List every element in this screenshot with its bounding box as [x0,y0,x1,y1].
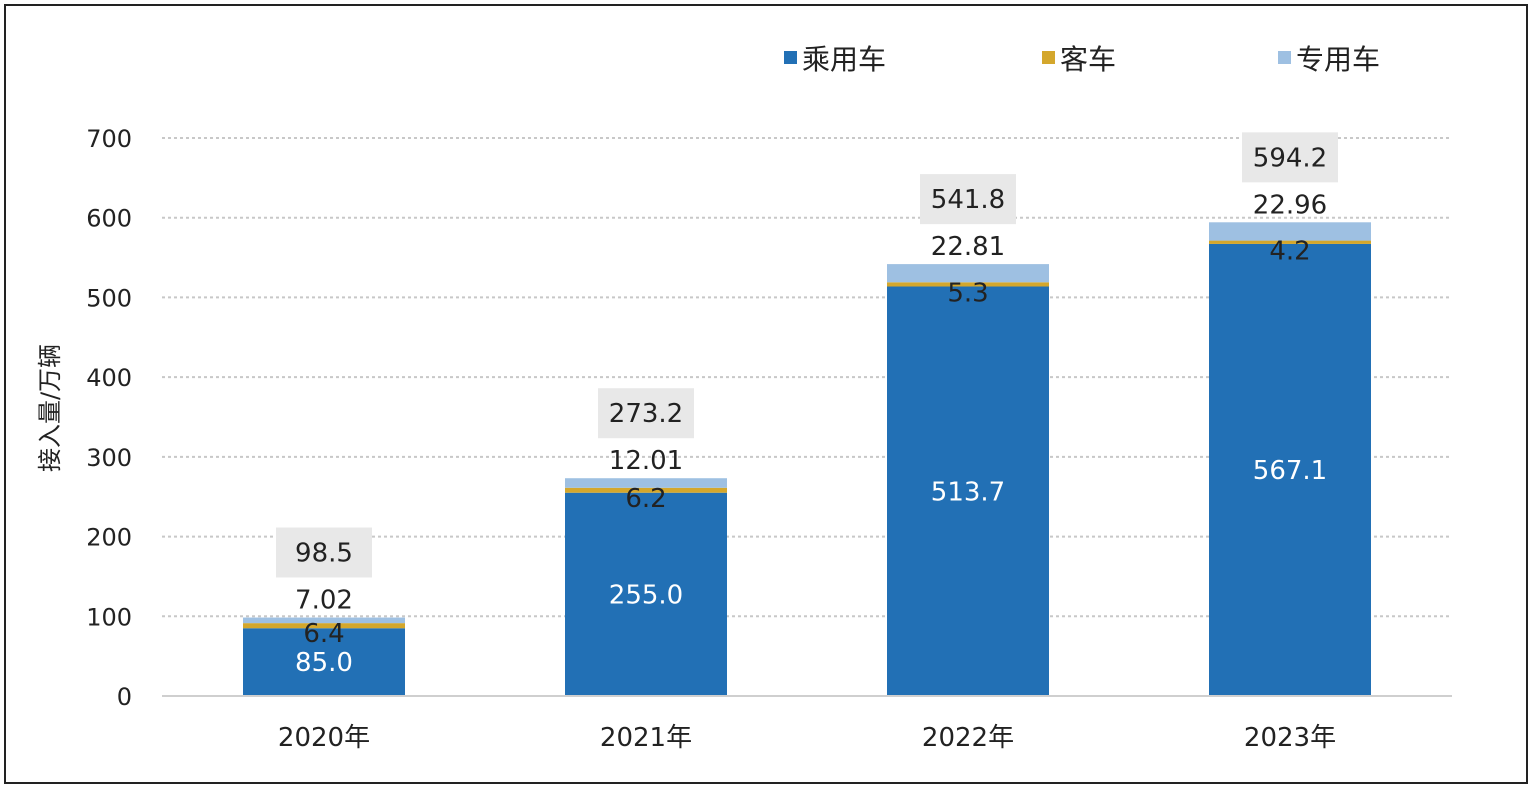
bar-segment [1209,243,1371,696]
legend-swatch [1278,51,1291,64]
bar-segment [565,487,727,493]
legend-label: 客车 [1060,43,1116,76]
x-tick-label: 2022年 [922,723,1014,753]
x-tick-label: 2020年 [278,723,370,753]
total-label: 594.2 [1253,143,1327,173]
data-label: 85.0 [295,648,353,678]
y-tick-label: 400 [86,364,132,392]
axis-layer: 0 100 200 300 400 500 600 700 2020年 2021年 2022年 202… [86,125,1452,753]
legend-swatch [1042,51,1055,64]
y-tick-label: 300 [86,444,132,472]
data-label: 4.2 [1269,237,1310,267]
labels-layer: 85.06.4 7.02 98.5 255.0 6.2 12.01 273.2 513.7 5.… [276,132,1338,678]
data-label: 6.2 [625,484,666,514]
bar-segment [243,623,405,629]
data-label: 22.81 [931,232,1005,262]
bar-segment [565,492,727,696]
bar-segment [887,264,1049,283]
bar-segment [243,628,405,696]
total-label-box [598,388,694,439]
y-tick-label: 500 [86,284,132,312]
data-label: 12.01 [609,446,683,476]
data-label: 513.7 [931,477,1005,507]
x-tick-label: 2023年 [1244,723,1336,753]
legend-label: 专用车 [1296,43,1380,76]
y-tick-label: 700 [86,125,132,153]
total-label: 273.2 [609,399,683,429]
data-label: 5.3 [947,278,988,308]
stacked-bar-chart: 85.06.4 7.02 98.5 255.0 6.2 12.01 273.2 513.7 5.… [36,43,1452,753]
y-tick-label: 200 [86,524,132,552]
y-axis-label: 接入量/万辆 [36,344,64,472]
bar-segment [887,286,1049,696]
data-label: 22.96 [1253,190,1327,220]
legend-swatch [784,51,797,64]
data-label: 6.4 [303,619,344,649]
data-label: 567.1 [1253,456,1327,486]
bar-segment [1209,240,1371,244]
y-tick-label: 100 [86,603,132,631]
bar-segment [565,478,727,488]
x-tick-label: 2021年 [600,723,692,753]
total-label: 541.8 [931,185,1005,215]
legend-layer: 乘用车 客车 专用车 [784,43,1380,76]
bars-layer [243,222,1371,696]
bar-segment [243,617,405,624]
legend-label: 乘用车 [802,43,886,76]
y-tick-label: 0 [117,683,132,711]
bar-segment [887,282,1049,287]
data-label: 255.0 [609,580,683,610]
total-label-box [920,174,1016,225]
total-label-box [1242,132,1338,183]
data-label: 7.02 [295,585,353,615]
total-label-box [276,527,372,578]
total-label: 98.5 [295,538,353,568]
y-tick-label: 600 [86,205,132,233]
bar-segment [1209,222,1371,241]
chart-frame: 85.0 6.4 7.02 98.5 255.0 6.2 12.01 273.2 513.7 5.… [4,4,1528,784]
